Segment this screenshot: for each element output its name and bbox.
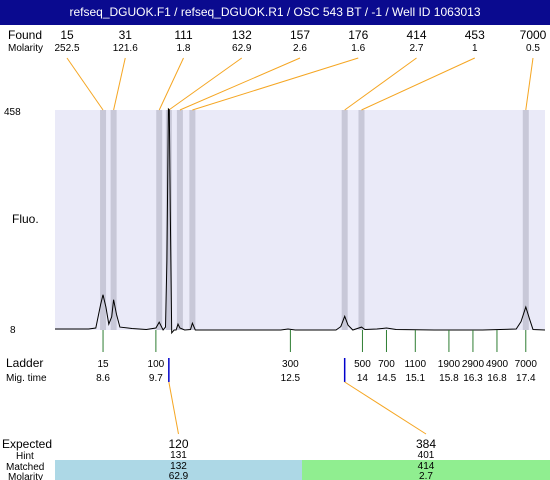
found-leader-line <box>192 57 359 111</box>
window-title: refseq_DGUOK.F1 / refseq_DGUOK.R1 / OSC … <box>0 0 550 25</box>
found-molarity-label: 121.6 <box>113 43 138 54</box>
expected-matched-label: 132 <box>170 461 187 472</box>
found-label: Found <box>8 28 42 42</box>
found-molarity-label: 1.6 <box>351 43 365 54</box>
matched-label: Matched <box>6 462 44 473</box>
mig-time-label: Mig. time <box>6 373 47 384</box>
found-leader-line <box>344 57 417 111</box>
ladder-time-label: 15.8 <box>439 373 459 384</box>
found-molarity-label: 2.7 <box>410 43 424 54</box>
found-molarity-label: 1.8 <box>177 43 191 54</box>
expected-hint-label: 401 <box>418 450 435 461</box>
expected-hint-label: 131 <box>170 450 187 461</box>
found-molarity-label: 252.5 <box>54 43 79 54</box>
ladder-size-label: 100 <box>148 359 165 370</box>
found-size-label: 176 <box>348 28 368 42</box>
expected-molarity-label: 2.7 <box>419 471 433 480</box>
found-leader-line <box>168 57 243 111</box>
peak-band <box>165 110 172 330</box>
fluorescence-trace <box>55 107 546 335</box>
found-molarity-label: 2.6 <box>293 43 307 54</box>
found-leader-line <box>113 57 126 111</box>
found-leader-line <box>525 57 534 111</box>
ladder-size-label: 4900 <box>486 359 509 370</box>
found-molarity-label: 1 <box>472 43 478 54</box>
ladder-label: Ladder <box>6 356 43 370</box>
found-leader-line <box>179 57 301 111</box>
expected-matched-label: 414 <box>418 461 435 472</box>
found-leader-line <box>66 57 104 111</box>
found-size-label: 453 <box>465 28 485 42</box>
ladder-time-label: 14.5 <box>377 373 397 384</box>
ladder-size-label: 300 <box>282 359 299 370</box>
expected-label: Expected <box>2 437 52 451</box>
found-size-label: 15 <box>60 28 74 42</box>
found-size-label: 414 <box>406 28 426 42</box>
peak-band <box>522 110 529 330</box>
found-leader-line <box>158 57 184 111</box>
ladder-time-label: 14 <box>357 373 369 384</box>
ladder-time-label: 8.6 <box>96 373 110 384</box>
ladder-size-label: 2900 <box>462 359 485 370</box>
ladder-size-label: 15 <box>97 359 109 370</box>
ladder-time-label: 9.7 <box>149 373 163 384</box>
found-size-label: 31 <box>119 28 133 42</box>
plot-area <box>55 110 545 330</box>
found-leader-line <box>361 57 475 111</box>
peak-band <box>100 110 107 330</box>
peak-band <box>176 110 183 330</box>
expected-size-label: 120 <box>168 437 188 451</box>
expected-molarity-label: 62.9 <box>169 471 189 480</box>
ladder-time-label: 16.8 <box>487 373 507 384</box>
found-size-label: 7000 <box>520 28 547 42</box>
hint-label: Hint <box>16 451 34 462</box>
expected-size-label: 384 <box>416 437 436 451</box>
y-axis-title: Fluo. <box>12 212 39 226</box>
ladder-time-label: 17.4 <box>516 373 536 384</box>
found-size-label: 132 <box>232 28 252 42</box>
matched-cell <box>302 460 550 480</box>
y-axis-min: 8 <box>10 325 16 336</box>
molarity-bottom-label: Molarity <box>8 472 43 480</box>
y-axis-max: 458 <box>4 107 21 118</box>
found-size-label: 157 <box>290 28 310 42</box>
found-molarity-label: 0.5 <box>526 43 540 54</box>
ladder-size-label: 7000 <box>515 359 538 370</box>
ladder-size-label: 500 <box>354 359 371 370</box>
peak-band <box>110 110 117 330</box>
peak-band <box>341 110 348 330</box>
peak-band <box>189 110 196 330</box>
peak-band <box>358 110 365 330</box>
ladder-time-label: 16.3 <box>463 373 483 384</box>
ladder-size-label: 1100 <box>405 359 427 370</box>
ladder-size-label: 700 <box>378 359 395 370</box>
matched-cell <box>55 460 302 480</box>
ladder-size-label: 1900 <box>438 359 461 370</box>
expected-leader-line <box>344 381 427 435</box>
molarity-label: Molarity <box>8 43 43 54</box>
expected-leader-line <box>168 381 179 435</box>
found-molarity-label: 62.9 <box>232 43 252 54</box>
ladder-time-label: 15.1 <box>406 373 426 384</box>
found-size-label: 111 <box>174 28 193 42</box>
peak-band <box>156 110 163 330</box>
ladder-time-label: 12.5 <box>281 373 301 384</box>
